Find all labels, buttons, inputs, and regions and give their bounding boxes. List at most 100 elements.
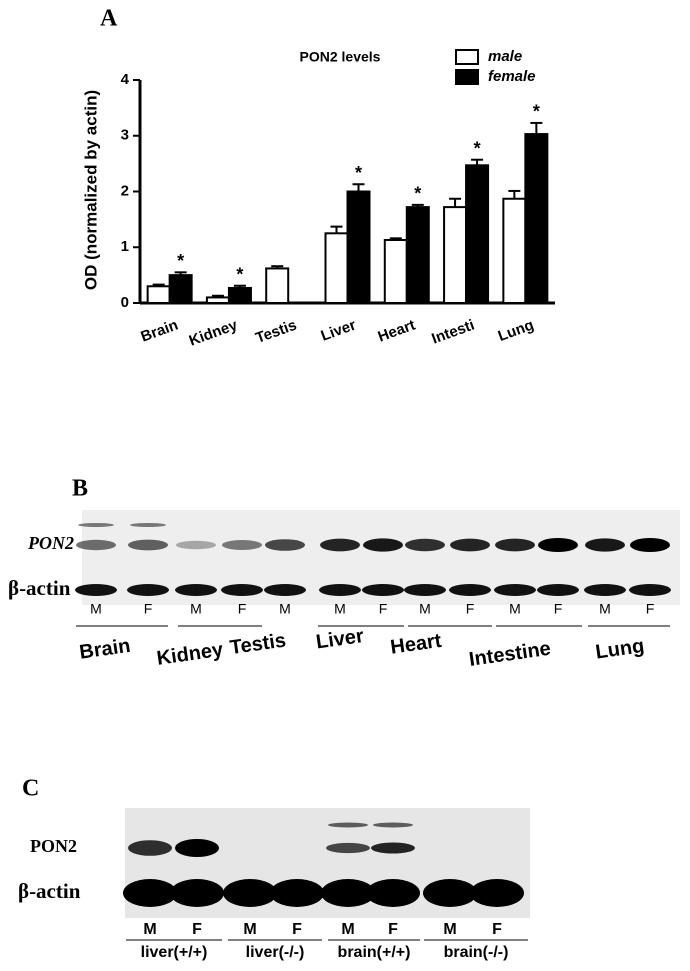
lane-label: M — [443, 921, 456, 938]
group-label: liver(-/-) — [246, 944, 305, 961]
bar — [524, 133, 549, 304]
blot-band — [630, 538, 670, 552]
blot-band — [538, 538, 578, 552]
x-tick-label: Liver — [319, 316, 359, 344]
lane-label: M — [143, 921, 156, 938]
x-tick-label: Testis — [253, 317, 299, 347]
lane-label: F — [646, 601, 655, 617]
blot-band — [495, 538, 535, 552]
significance-marker: * — [355, 163, 362, 183]
lane-label: M — [599, 601, 611, 617]
blot-band — [494, 584, 536, 596]
blot-band — [265, 539, 305, 551]
lane-label: M — [341, 921, 354, 938]
y-axis-label: OD (normalized by actin) — [81, 90, 100, 290]
blot-band — [75, 584, 117, 596]
blot-band — [175, 839, 219, 857]
significance-marker: * — [533, 102, 540, 122]
group-label: Heart — [389, 630, 443, 659]
lane-label: M — [509, 601, 521, 617]
blot-band — [76, 539, 116, 551]
lane-label: M — [279, 601, 291, 617]
group-label: Testis — [228, 629, 287, 659]
blot-band — [78, 523, 114, 527]
significance-marker: * — [236, 264, 243, 284]
y-tick-label: 3 — [121, 127, 129, 144]
blot-band — [423, 879, 477, 907]
bar — [265, 267, 290, 304]
group-label: brain(-/-) — [444, 944, 509, 961]
blot-band — [584, 584, 626, 596]
legend-label: female — [488, 68, 536, 85]
blot-band — [371, 842, 415, 854]
bar — [324, 232, 349, 304]
y-tick-label: 0 — [121, 294, 129, 311]
bar — [383, 239, 408, 305]
blot-band — [405, 538, 445, 552]
panel-label: A — [100, 6, 118, 32]
group-label: brain(+/+) — [338, 944, 411, 961]
significance-marker: * — [474, 138, 481, 158]
bar — [227, 286, 252, 305]
y-tick-label: 2 — [121, 182, 129, 199]
blot-band — [130, 523, 166, 527]
lane-label: F — [466, 601, 475, 617]
blot-band — [221, 584, 263, 596]
lane-label: F — [144, 601, 153, 617]
x-tick-label: Brain — [139, 317, 181, 346]
panel-label: B — [72, 476, 88, 502]
bar — [346, 190, 371, 304]
blot-band — [127, 584, 169, 596]
legend-label: male — [488, 48, 522, 65]
row-label: PON2 — [30, 836, 77, 856]
significance-marker: * — [177, 251, 184, 271]
x-tick-label: Kidney — [187, 316, 240, 349]
bar — [205, 296, 230, 304]
blot-band — [537, 584, 579, 596]
blot-band — [373, 822, 413, 828]
group-label: Lung — [594, 635, 645, 664]
legend-swatch — [455, 69, 479, 85]
lane-label: M — [190, 601, 202, 617]
blot-band — [404, 584, 446, 596]
x-tick-label: Intesti — [429, 317, 476, 348]
bar — [146, 285, 171, 304]
lane-label: M — [334, 601, 346, 617]
x-tick-label: Lung — [496, 317, 536, 346]
blot-band — [128, 539, 168, 551]
blot-band — [449, 584, 491, 596]
bar — [465, 164, 490, 304]
blot-band — [175, 584, 217, 596]
lane-label: M — [419, 601, 431, 617]
group-label: Liver — [315, 625, 366, 653]
x-tick-label: Heart — [376, 317, 418, 346]
row-label: β-actin — [8, 576, 71, 600]
blot-band — [362, 584, 404, 596]
lane-label: M — [90, 601, 102, 617]
blot-band — [222, 540, 262, 550]
lane-label: F — [554, 601, 563, 617]
blot-band — [176, 540, 216, 550]
lane-label: F — [379, 601, 388, 617]
group-label: liver(+/+) — [141, 944, 208, 961]
blot-band — [170, 879, 224, 907]
chart-title: PON2 levels — [300, 49, 381, 65]
group-label: Brain — [78, 635, 132, 664]
blot-band — [128, 840, 172, 856]
blot-band — [328, 822, 368, 828]
panel-label: C — [22, 776, 39, 802]
blot-band — [270, 879, 324, 907]
bar — [168, 274, 193, 304]
row-label: β-actin — [18, 879, 81, 903]
blot-band — [450, 538, 490, 552]
blot-band — [319, 584, 361, 596]
y-tick-label: 4 — [121, 71, 130, 88]
lane-label: F — [192, 921, 202, 938]
blot-band — [326, 842, 370, 854]
bar — [405, 206, 430, 304]
lane-label: M — [243, 921, 256, 938]
blot-band — [470, 879, 524, 907]
group-label: Kidney — [155, 639, 225, 670]
blot-band — [585, 538, 625, 552]
